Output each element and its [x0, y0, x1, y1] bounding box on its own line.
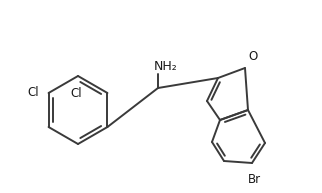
Text: NH₂: NH₂ [154, 59, 178, 73]
Text: Cl: Cl [27, 86, 39, 100]
Text: Br: Br [247, 173, 260, 186]
Text: Cl: Cl [70, 87, 82, 100]
Text: O: O [248, 50, 257, 63]
